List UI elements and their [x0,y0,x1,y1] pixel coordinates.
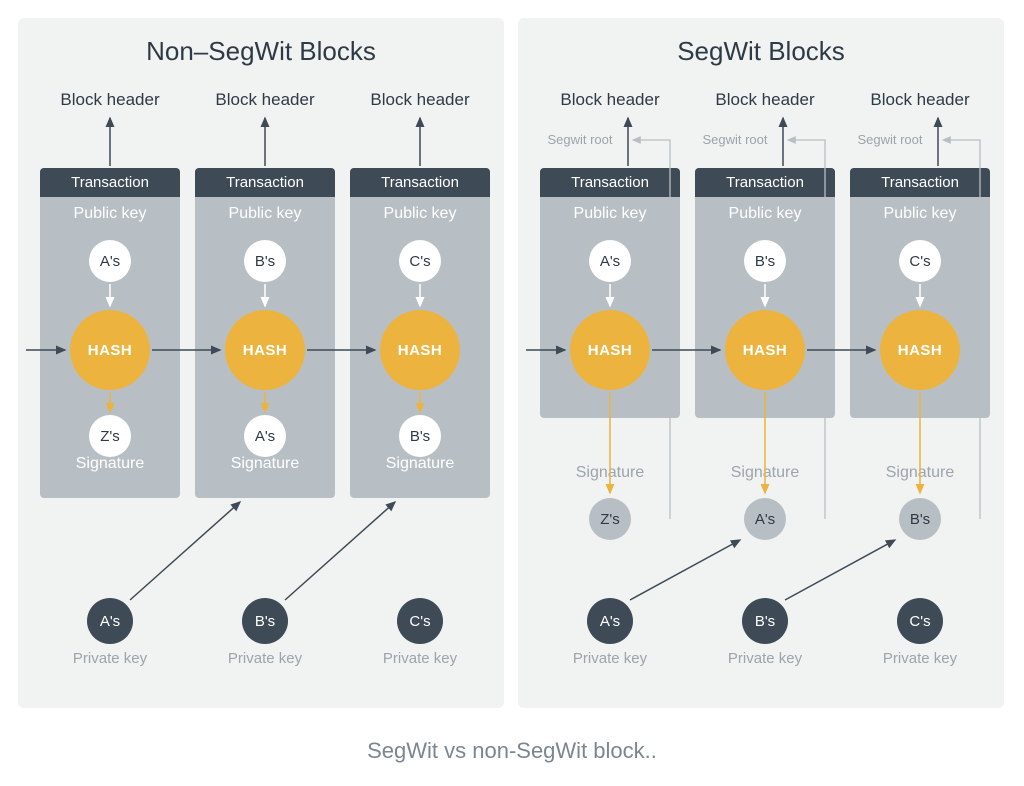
block-header-label: Block header [350,90,490,110]
pubkey-circle: A's [589,240,631,282]
block-header-label: Block header [695,90,835,110]
panel-title-left: Non–SegWit Blocks [18,36,504,67]
tx-header: Transaction [350,168,490,197]
pubkey-circle: C's [399,240,441,282]
pubkey-circle: A's [89,240,131,282]
hash-circle: HASH [880,310,960,390]
signature-label: Signature [695,464,835,482]
public-key-label: Public key [40,205,180,223]
sig-circle: Z's [89,415,131,457]
privkey-circle: B's [242,598,288,644]
private-key-label: Private key [195,650,335,667]
signature-label: Signature [350,455,490,473]
panel-title-right: SegWit Blocks [518,36,1004,67]
sig-circle: Z's [589,498,631,540]
private-key-label: Private key [40,650,180,667]
hash-circle: HASH [225,310,305,390]
tx-header: Transaction [40,168,180,197]
public-key-label: Public key [195,205,335,223]
sig-circle: B's [899,498,941,540]
diagram-canvas: Non–SegWit Blocks SegWit Blocks Block he… [0,0,1024,786]
public-key-label: Public key [540,205,680,223]
private-key-label: Private key [850,650,990,667]
hash-circle: HASH [380,310,460,390]
sig-circle: B's [399,415,441,457]
signature-label: Signature [40,455,180,473]
private-key-label: Private key [540,650,680,667]
private-key-label: Private key [695,650,835,667]
privkey-circle: C's [897,598,943,644]
privkey-circle: A's [87,598,133,644]
signature-label: Signature [850,464,990,482]
pubkey-circle: C's [899,240,941,282]
pubkey-circle: B's [744,240,786,282]
signature-label: Signature [195,455,335,473]
privkey-circle: B's [742,598,788,644]
segwit-root-label: Segwit root [844,132,936,147]
sig-circle: A's [244,415,286,457]
segwit-root-label: Segwit root [534,132,626,147]
segwit-root-label: Segwit root [689,132,781,147]
tx-header: Transaction [540,168,680,197]
hash-circle: HASH [70,310,150,390]
privkey-circle: A's [587,598,633,644]
signature-label: Signature [540,464,680,482]
privkey-circle: C's [397,598,443,644]
block-header-label: Block header [40,90,180,110]
private-key-label: Private key [350,650,490,667]
block-header-label: Block header [540,90,680,110]
caption: SegWit vs non-SegWit block.. [0,738,1024,764]
tx-header: Transaction [195,168,335,197]
block-header-label: Block header [195,90,335,110]
public-key-label: Public key [850,205,990,223]
public-key-label: Public key [350,205,490,223]
hash-circle: HASH [570,310,650,390]
pubkey-circle: B's [244,240,286,282]
public-key-label: Public key [695,205,835,223]
hash-circle: HASH [725,310,805,390]
block-header-label: Block header [850,90,990,110]
tx-header: Transaction [850,168,990,197]
tx-header: Transaction [695,168,835,197]
sig-circle: A's [744,498,786,540]
